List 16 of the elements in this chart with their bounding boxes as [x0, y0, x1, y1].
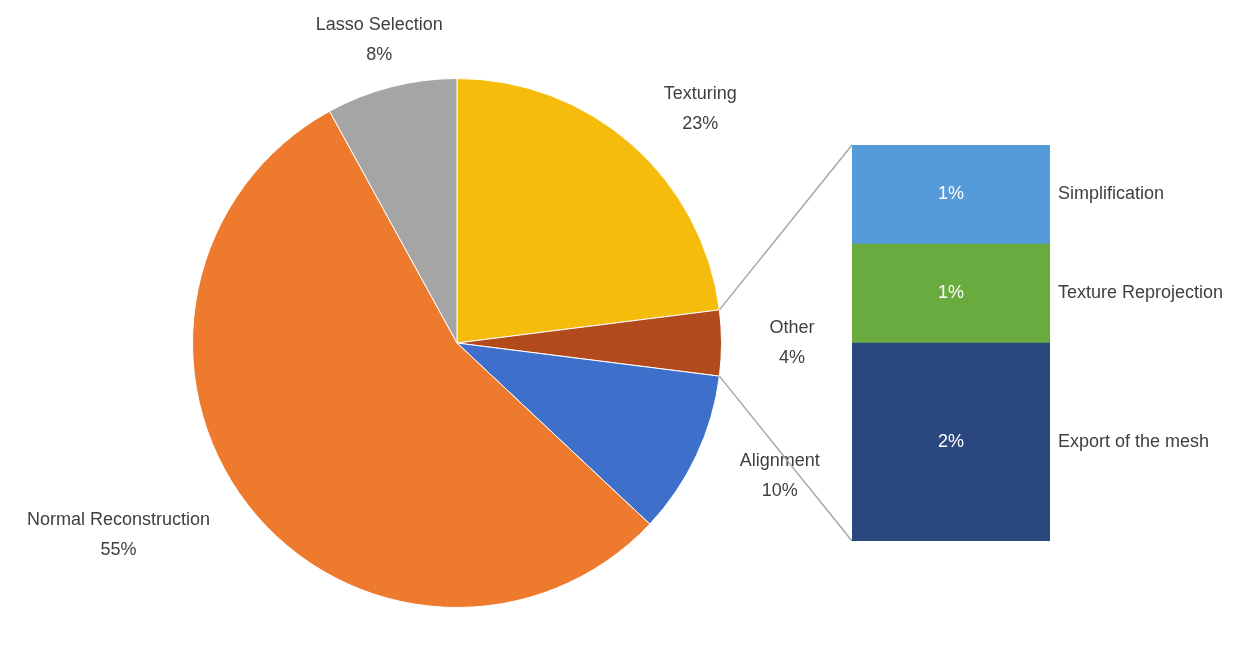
slice-label: Normal Reconstruction	[27, 508, 211, 529]
slice-label: Other	[769, 316, 815, 337]
slice-label: Texturing	[663, 82, 737, 103]
data-label: 23%	[682, 112, 719, 133]
series-label: Texture Reprojection	[1058, 282, 1224, 303]
data-label: 8%	[366, 44, 393, 65]
data-label: 4%	[779, 346, 806, 367]
series-label: Simplification	[1058, 183, 1165, 204]
data-label: 10%	[761, 480, 798, 501]
slice-label: Alignment	[739, 450, 820, 471]
data-label: 1%	[937, 183, 965, 204]
slice-label: Lasso Selection	[315, 14, 443, 35]
data-label: 55%	[100, 538, 137, 559]
data-label: 2%	[937, 430, 965, 451]
data-label: 1%	[937, 282, 965, 303]
series-label: Export of the mesh	[1058, 430, 1210, 451]
